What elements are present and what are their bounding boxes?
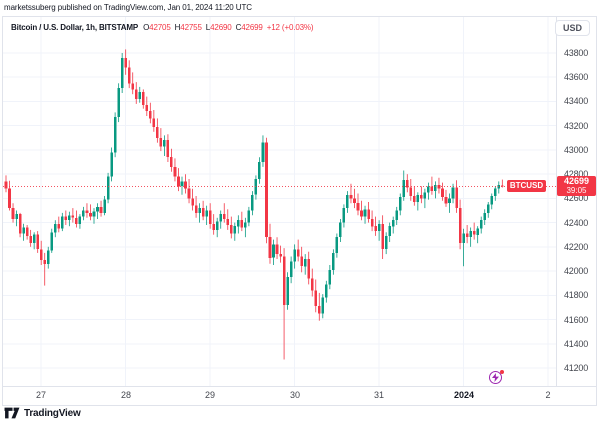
chart-legend[interactable]: Bitcoin / U.S. Dollar, 1h, BITSTAMP O4270… [11,23,314,32]
price-tick-label: 41200 [564,363,589,373]
price-tick-label: 43800 [564,48,589,58]
price-tick-label: 42400 [564,218,589,228]
price-tick-label: 42800 [564,169,589,179]
price-tick-label: 43600 [564,72,589,82]
tradingview-logo[interactable]: TradingView [4,407,81,419]
candlestick-chart[interactable] [3,17,596,405]
currency-button[interactable]: USD [554,20,590,36]
price-tick-label: 41600 [564,315,589,325]
price-axis[interactable]: 43800 43600 43400 43200 43000 42800 42600 42400… [556,17,596,386]
last-price-badge: 42699 39:05 [557,176,596,196]
attribution-text: marketssuberg published on TradingView.c… [4,3,252,12]
symbol-title[interactable]: Bitcoin / U.S. Dollar, 1h, BITSTAMP [11,23,139,32]
quote-high: H42755 [174,23,202,32]
event-marker[interactable] [489,370,504,385]
quote-close: C42699 [235,23,263,32]
price-tick-label: 42600 [564,193,589,203]
bar-countdown: 39:05 [566,186,587,195]
notification-dot [500,370,504,374]
quote-open: O42705 [143,23,171,32]
price-tick-label: 43200 [564,121,589,131]
time-tick-label: 28 [120,390,131,400]
time-tick-label: 2024 [453,390,475,400]
tradingview-logo-icon [4,407,20,419]
tradingview-logo-text: TradingView [24,407,81,419]
time-axis[interactable]: 27 28 29 30 31 2024 2 [3,386,596,404]
price-tick-label: 41400 [564,339,589,349]
change-value: +12 (+0.03%) [266,23,314,32]
quote-low: L42690 [205,23,232,32]
time-tick-label: 30 [289,390,300,400]
symbol-price-flag: BTCUSD [507,180,546,192]
last-price-value: 42699 [563,176,590,186]
price-tick-label: 42200 [564,242,589,252]
price-tick-label: 43400 [564,96,589,106]
time-tick-label: 27 [35,390,46,400]
chart-widget: Bitcoin / U.S. Dollar, 1h, BITSTAMP O4270… [2,16,597,406]
price-tick-label: 41800 [564,290,589,300]
price-tick-label: 42000 [564,266,589,276]
time-tick-label: 31 [373,390,384,400]
time-tick-label: 2 [545,390,551,400]
time-tick-label: 29 [204,390,215,400]
lightning-clock-icon [489,371,502,384]
price-tick-label: 43000 [564,145,589,155]
